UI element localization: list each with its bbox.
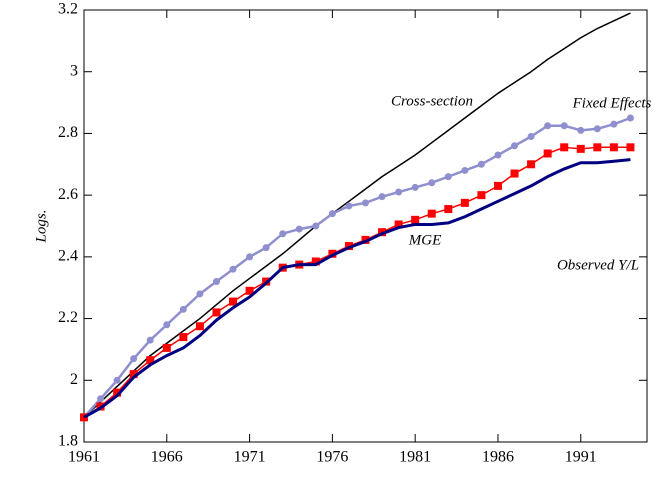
series-label: MGE [408,232,442,248]
series-line [83,158,631,419]
y-tick-label: 2 [70,371,78,388]
point-marker [560,122,568,130]
point-marker [560,143,569,152]
point-marker [229,297,238,306]
point-marker [378,193,386,201]
point-marker [593,143,602,152]
point-marker [461,166,469,174]
y-tick-label: 3.2 [58,1,78,18]
point-marker [411,215,420,224]
x-tick-label: 1991 [565,449,597,466]
point-marker [428,179,436,187]
series-line [83,116,631,419]
point-marker [295,225,303,233]
plot-frame [83,9,648,443]
point-marker [328,210,336,218]
point-marker [527,133,535,141]
x-tick-label: 1966 [151,449,183,466]
y-tick-label: 2.4 [58,248,78,265]
y-tick-label: 2.6 [58,186,78,203]
point-marker [610,120,618,128]
point-marker [312,222,320,230]
point-marker [212,278,220,286]
point-marker [477,160,485,168]
series-line [83,12,631,418]
x-tick-label: 1971 [234,449,266,466]
point-marker [444,205,453,214]
x-tick-label: 1981 [399,449,431,466]
point-marker [493,181,502,190]
point-marker [527,160,536,169]
point-marker [195,322,204,331]
point-marker [162,343,171,352]
series-label: Cross-section [391,93,473,109]
point-marker [129,370,138,379]
point-marker [494,151,502,159]
series-line [83,146,631,418]
point-marker [130,355,138,363]
point-marker [626,143,635,152]
point-marker [196,290,204,298]
point-marker [362,199,369,207]
point-marker [246,253,254,261]
series-label: Observed Y/L [557,257,639,273]
point-marker [245,286,254,295]
point-marker [477,191,486,200]
point-marker [229,265,237,273]
point-marker [163,321,171,329]
point-marker [146,356,155,365]
point-marker [212,308,221,317]
y-tick-label: 3 [70,62,78,79]
point-marker [113,376,121,384]
x-tick-label: 1976 [316,449,348,466]
point-marker [609,143,618,152]
point-marker [510,169,519,178]
point-marker [543,149,552,158]
point-marker [395,188,403,196]
point-marker [460,198,469,207]
point-marker [394,220,403,229]
point-marker [544,122,552,130]
point-marker [444,173,452,181]
point-marker [179,305,187,313]
point-marker [262,244,270,252]
point-marker [179,333,188,342]
series-label: Fixed Effects [572,95,652,111]
point-marker [626,114,634,122]
point-marker [345,202,353,210]
y-tick-label: 2.8 [58,124,78,141]
y-tick-label: 2.2 [58,309,78,326]
point-marker [113,388,122,397]
point-marker [311,257,320,266]
point-marker [511,142,519,150]
point-marker [80,413,88,422]
x-tick-label: 1986 [482,449,514,466]
point-marker [279,230,287,238]
point-marker [97,395,105,403]
point-marker [576,144,585,153]
y-axis-label: Logs. [33,210,49,244]
point-marker [411,183,419,191]
point-marker [427,209,436,218]
point-marker [577,126,585,134]
point-marker [146,336,154,344]
point-marker [593,125,601,133]
x-tick-label: 1961 [68,449,100,466]
y-tick-label: 1.8 [58,433,78,450]
